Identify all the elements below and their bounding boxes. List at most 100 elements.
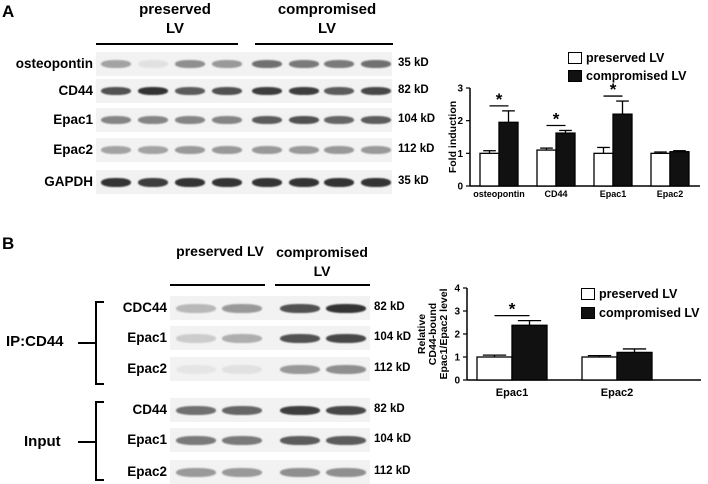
blot-band [175, 60, 205, 68]
category-label: Epac1 [600, 189, 627, 199]
bar-compromised [669, 151, 690, 187]
legend-swatch-white [581, 288, 595, 300]
legend-swatch-white [568, 52, 582, 64]
blot-band [138, 146, 168, 154]
category-label: Epac2 [657, 189, 684, 199]
blot-strip-epac1 [96, 108, 392, 132]
y-axis-label-line: Epac1/Epac2 level [438, 288, 450, 379]
bar-preserved [593, 152, 614, 187]
panel-b-group-compromised-line2: LV [313, 263, 331, 279]
bar-preserved [536, 149, 557, 187]
blot-label-cdc44: CDC44 [122, 300, 167, 315]
blot-band [176, 405, 216, 415]
panel-a-compromised-rule [255, 43, 393, 45]
blot-band [252, 60, 282, 68]
y-tick-label: 3 [457, 84, 463, 95]
blot-label-epac2: Epac2 [53, 142, 93, 157]
blot-band [289, 87, 319, 95]
y-tick-label: 3 [454, 307, 460, 318]
legend-swatch-black [581, 307, 595, 319]
chart-a-legend-compromised: compromised LV [568, 67, 686, 85]
panel-a-group-preserved-line1: preserved [139, 1, 211, 18]
blot-band [326, 364, 366, 374]
blot-band [175, 146, 205, 154]
blot-strip-osteopontin [96, 52, 392, 76]
panel-b-group-compromised-line1: compromised [276, 244, 368, 260]
blot-band [280, 364, 320, 374]
blot-kd-epac1: 104 kD [398, 113, 436, 125]
blot-band [289, 177, 319, 187]
category-label: Epac2 [601, 387, 633, 399]
blot-band [289, 146, 319, 154]
blot-kd-cdc44: 82 kD [374, 301, 405, 313]
bar-preserved [650, 152, 671, 187]
blot-band [212, 60, 242, 68]
blot-band [175, 177, 205, 187]
blot-band [361, 146, 391, 154]
panel-a-group-preserved: preserved LV [120, 0, 230, 38]
chart-a-legend-compromised-label: compromised LV [586, 69, 687, 83]
blot-band [101, 60, 131, 68]
chart-b: 0 1 2 3 4 RelativeCD44-boundEpac1/Epac2 level… [416, 284, 701, 399]
panel-b-compromised-rule [275, 284, 370, 286]
chart-b-legend: preserved LV compromised LV [581, 285, 699, 323]
blot-label-cd44: CD44 [58, 83, 93, 98]
panel-b-group-preserved: preserved LV [176, 243, 264, 259]
blot-band [176, 303, 216, 313]
blot-band [289, 60, 319, 68]
legend-swatch-black [568, 70, 582, 82]
bar-compromised [498, 121, 519, 187]
bar-preserved [479, 152, 500, 187]
bar-compromised [612, 113, 633, 187]
blot-strip-cdc44 [170, 296, 370, 320]
y-axis-label-line: Fold induction [448, 101, 459, 173]
blot-label-cd44: CD44 [132, 402, 167, 417]
blot-band [212, 116, 242, 124]
blot-band [326, 333, 366, 343]
panel-a-group-compromised-line1: compromised [277, 1, 377, 18]
blot-band [252, 177, 282, 187]
blot-band [212, 146, 242, 154]
blot-band [361, 87, 391, 95]
blot-band [175, 87, 205, 95]
blot-band [138, 60, 168, 68]
blot-band [324, 116, 354, 124]
blot-band [280, 333, 320, 343]
blot-label-gapdh: GAPDH [44, 174, 93, 189]
blot-band [280, 303, 320, 313]
blot-label-epac1: Epac1 [127, 432, 167, 447]
y-tick-label: 1 [454, 353, 460, 364]
input-bracket [78, 401, 104, 481]
chart-b-legend-compromised-label: compromised LV [599, 306, 700, 320]
significance-star: * [509, 300, 516, 319]
blot-band [222, 405, 262, 415]
panel-a-group-compromised-line2: LV [317, 20, 337, 37]
blot-label-osteopontin: osteopontin [15, 56, 93, 71]
ip-bracket [78, 301, 104, 385]
blot-band [176, 435, 216, 445]
blot-band [222, 333, 262, 343]
category-label: CD44 [544, 189, 567, 199]
y-tick-label: 2 [457, 116, 463, 127]
blot-band [222, 364, 262, 374]
y-tick-label: 0 [457, 182, 463, 193]
blot-band [326, 303, 366, 313]
blot-band [176, 364, 216, 374]
blot-band [101, 146, 131, 154]
panel-a-group-compromised: compromised LV [262, 0, 392, 38]
blot-kd-osteopontin: 35 kD [398, 57, 429, 69]
blot-strip-epac2 [170, 357, 370, 381]
blot-band [101, 116, 131, 124]
blot-band [252, 146, 282, 154]
y-tick-label: 1 [457, 149, 463, 160]
blot-band [324, 177, 354, 187]
panel-b-preserved-rule [170, 284, 265, 286]
blot-strip-epac1 [170, 428, 370, 452]
blot-band [176, 467, 216, 477]
y-tick-label: 4 [454, 284, 460, 295]
y-axis-label-line: Relative [416, 314, 428, 354]
blot-band [280, 467, 320, 477]
blot-band [280, 435, 320, 445]
panel-b-brackets [78, 301, 104, 481]
y-tick-label: 0 [454, 376, 460, 387]
